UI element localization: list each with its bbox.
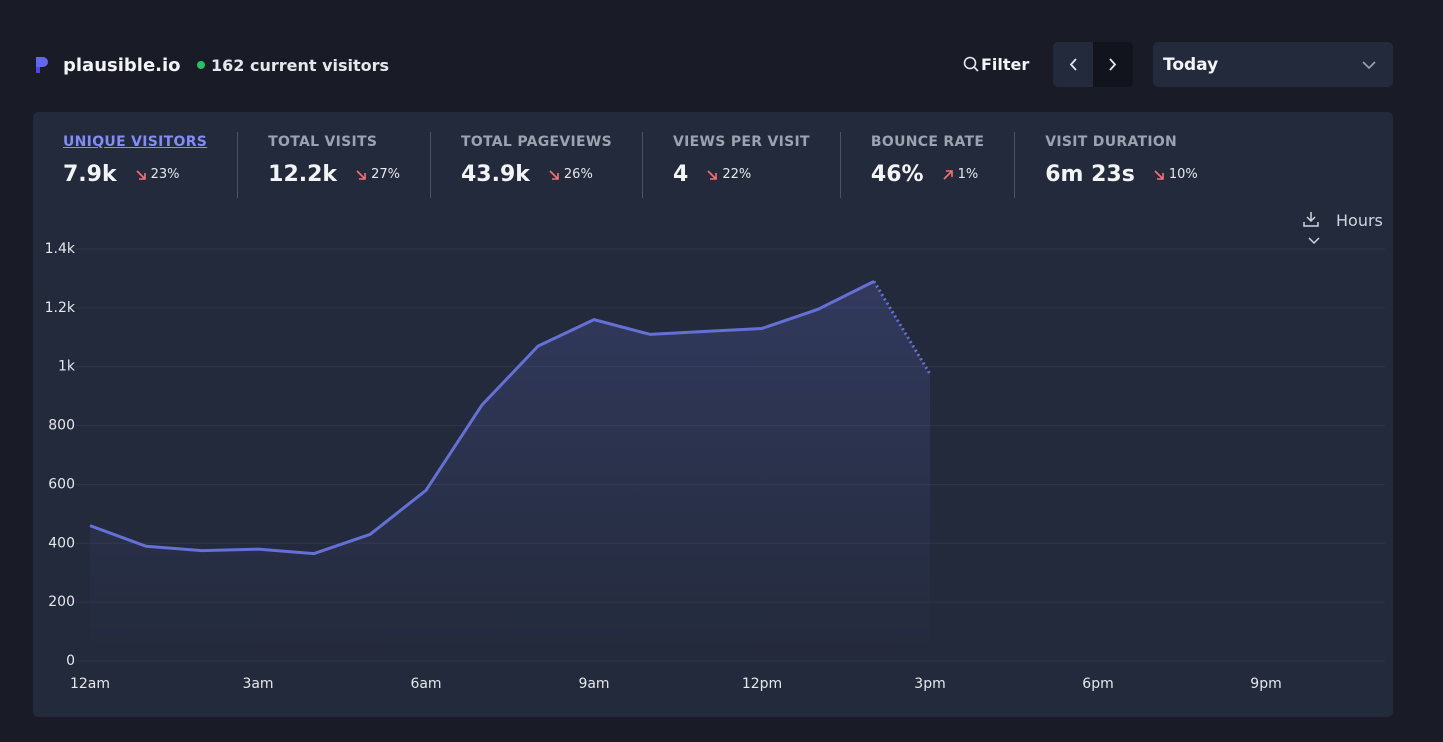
arrow (136, 169, 146, 180)
stat-value: 12.2k (268, 162, 338, 187)
stat-value: 43.9k (460, 162, 530, 187)
line (89, 280, 875, 556)
search-icon (963, 56, 979, 72)
stat[interactable]: VIEWS PER VISIT 4 22% (642, 132, 840, 198)
x-tick-label: 6am (410, 676, 441, 692)
y-tick-label: 1.2k (45, 300, 76, 316)
arrow (707, 169, 718, 180)
period-label: Today (1163, 55, 1219, 75)
arrow (943, 169, 953, 180)
stat-change: 27% (355, 167, 400, 182)
stat-value: 4 (673, 162, 689, 187)
change-value: 1% (957, 167, 979, 182)
stat-row: 6m 23s 10% (1045, 162, 1198, 187)
change-value: 27% (371, 167, 400, 182)
x-tick-label: 9pm (1250, 676, 1281, 692)
download-icon[interactable] (1302, 210, 1320, 228)
current-visitors[interactable]: 162 current visitors (197, 56, 389, 75)
next-button[interactable] (1093, 42, 1133, 87)
brand[interactable]: plausible.io (63, 55, 181, 76)
change-value: 22% (722, 167, 752, 182)
period-select[interactable]: Today (1153, 42, 1393, 87)
stat[interactable]: TOTAL PAGEVIEWS 43.9k 26% (429, 132, 642, 198)
prev-button[interactable] (1053, 42, 1093, 87)
x-tick-label: 6pm (1082, 676, 1113, 692)
stat-value: 6m 23s (1045, 162, 1135, 187)
trend-arrow (136, 169, 146, 180)
stat-label: TOTAL VISITS (268, 134, 378, 150)
stat-row: 7.9k 23% (63, 162, 207, 187)
change-value: 26% (563, 167, 593, 182)
arrow (549, 169, 559, 180)
filter-button[interactable]: Filter (963, 55, 1029, 74)
y-tick-label: 1.4k (45, 241, 76, 257)
trend-arrow (549, 169, 559, 180)
y-tick-label: 1k (58, 359, 76, 375)
stat-label: UNIQUE VISITORS (63, 134, 208, 150)
trend-arrow (707, 169, 718, 180)
arrow (1154, 169, 1164, 180)
trend-arrow (943, 169, 953, 180)
stat[interactable]: BOUNCE RATE 46% 1% (839, 132, 1014, 198)
stat-row: 4 22% (673, 162, 810, 187)
chevron (1109, 58, 1117, 71)
arrow (356, 169, 366, 180)
trend-arrow (1154, 169, 1164, 180)
stat-label: VISIT DURATION (1045, 134, 1178, 150)
stat-label: VIEWS PER VISIT (673, 134, 810, 150)
change-value: 23% (150, 167, 180, 182)
y-tick-label: 800 (48, 418, 75, 434)
stat-row: 43.9k 26% (461, 162, 612, 187)
stat-value: 7.9k (63, 162, 117, 187)
stats: UNIQUE VISITORS 7.9k 23% TOTAL VISITS 12.2k 2… (33, 132, 1228, 198)
interval-label: Hours (1336, 211, 1383, 230)
y-tick-label: 200 (48, 594, 75, 610)
area (90, 281, 930, 661)
y-tick-label: 600 (48, 476, 75, 492)
line-incomplete (872, 280, 932, 375)
x-tick-label: 12am (70, 676, 110, 692)
y-tick-label: 0 (66, 653, 75, 669)
dropdown-icon (1308, 237, 1320, 245)
x-tick-label: 9am (578, 676, 609, 692)
stat-change: 26% (548, 167, 593, 182)
logo (36, 57, 48, 73)
stat-change: 10% (1153, 167, 1198, 182)
x-tick-label: 3pm (914, 676, 945, 692)
stat-change: 1% (942, 167, 979, 182)
change-value: 10% (1168, 167, 1198, 182)
trend-arrow (356, 169, 366, 180)
stat-change: 23% (135, 167, 180, 182)
stat-label: TOTAL PAGEVIEWS (460, 134, 613, 150)
stat[interactable]: TOTAL VISITS 12.2k 27% (237, 132, 430, 198)
filter-label: Filter (981, 55, 1030, 74)
interval-select[interactable]: Hours (1302, 210, 1393, 249)
x-tick-label: 3am (242, 676, 273, 692)
stat-row: 12.2k 27% (268, 162, 400, 187)
stat-label: BOUNCE RATE (870, 134, 985, 150)
y-tick-label: 400 (48, 535, 75, 551)
chevron (1069, 58, 1077, 71)
stat-value: 46% (870, 162, 924, 187)
dropdown-icon (1362, 61, 1376, 70)
period-nav (1053, 42, 1133, 87)
stat[interactable]: UNIQUE VISITORS 7.9k 23% (33, 132, 237, 198)
stat-change: 22% (706, 167, 751, 182)
stat[interactable]: VISIT DURATION 6m 23s 10% (1014, 132, 1228, 198)
header: plausible.io 162 current visitors Filter… (0, 0, 1443, 110)
x-tick-label: 12pm (742, 676, 782, 692)
stat-row: 46% 1% (871, 162, 984, 187)
